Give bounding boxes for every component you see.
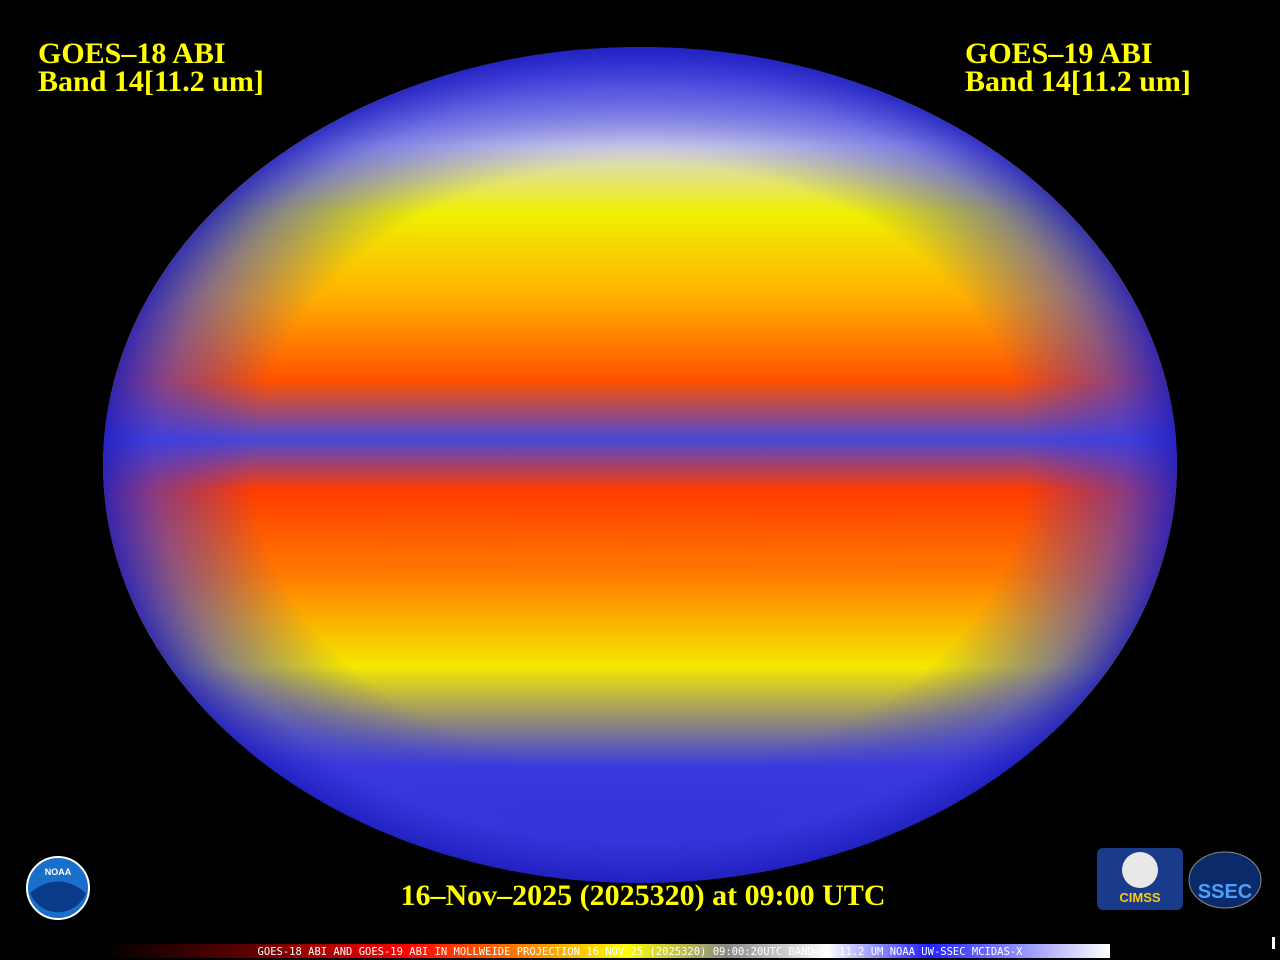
color-bar <box>100 944 1110 958</box>
noaa-label: NOAA <box>45 867 72 877</box>
noaa-logo: NOAA <box>26 856 90 920</box>
right-satellite: GOES–19 ABI <box>965 37 1153 70</box>
caption: GOES-18 ABI AND GOES-19 ABI IN MOLLWEIDE… <box>258 946 1024 958</box>
cimss-logo: CIMSS <box>1097 848 1183 910</box>
ssec-label: SSEC <box>1198 881 1252 903</box>
right-band: Band 14[11.2 um] <box>965 65 1191 98</box>
left-band: Band 14[11.2 um] <box>38 65 264 98</box>
timestamp: 16–Nov–2025 (2025320) at 09:00 UTC <box>401 879 886 912</box>
corner-marker <box>1272 937 1275 949</box>
limb-clouds <box>103 47 1177 883</box>
earth-disk <box>103 47 1177 883</box>
cimss-label: CIMSS <box>1119 890 1161 905</box>
left-satellite: GOES–18 ABI <box>38 37 226 70</box>
ssec-logo: SSEC <box>1188 851 1262 909</box>
